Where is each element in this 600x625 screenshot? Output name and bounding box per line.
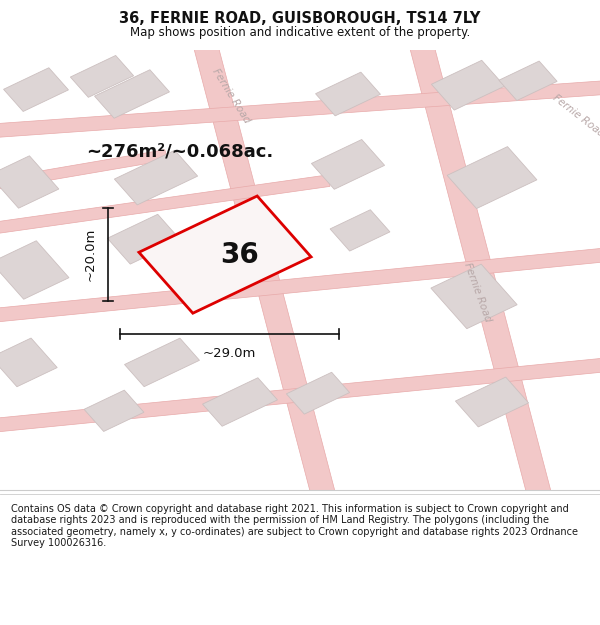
Polygon shape — [447, 147, 537, 209]
Polygon shape — [455, 377, 529, 427]
Polygon shape — [84, 390, 144, 431]
Text: Fernie Road: Fernie Road — [210, 67, 252, 125]
Text: ~276m²/~0.068ac.: ~276m²/~0.068ac. — [86, 142, 274, 160]
Text: 36: 36 — [221, 241, 259, 269]
Text: ~20.0m: ~20.0m — [83, 228, 97, 281]
Polygon shape — [286, 372, 350, 414]
Text: Fernie Road: Fernie Road — [551, 93, 600, 139]
Text: Map shows position and indicative extent of the property.: Map shows position and indicative extent… — [130, 26, 470, 39]
Polygon shape — [0, 338, 57, 387]
Polygon shape — [203, 378, 277, 426]
Polygon shape — [95, 70, 169, 118]
Polygon shape — [4, 68, 68, 111]
Polygon shape — [330, 210, 390, 251]
Polygon shape — [0, 357, 600, 432]
Polygon shape — [431, 60, 505, 110]
Polygon shape — [0, 81, 600, 138]
Polygon shape — [408, 38, 552, 499]
Polygon shape — [115, 150, 197, 205]
Text: Contains OS data © Crown copyright and database right 2021. This information is : Contains OS data © Crown copyright and d… — [11, 504, 578, 548]
Polygon shape — [311, 139, 385, 189]
Polygon shape — [431, 264, 517, 329]
Polygon shape — [0, 175, 330, 235]
Polygon shape — [139, 196, 311, 313]
Polygon shape — [316, 72, 380, 116]
Text: Fernie Road: Fernie Road — [461, 261, 493, 323]
Text: ~29.0m: ~29.0m — [203, 347, 256, 360]
Polygon shape — [0, 241, 69, 299]
Polygon shape — [0, 150, 168, 191]
Polygon shape — [0, 248, 600, 322]
Polygon shape — [107, 214, 181, 264]
Polygon shape — [192, 38, 336, 499]
Polygon shape — [70, 56, 134, 98]
Polygon shape — [499, 61, 557, 101]
Text: 36, FERNIE ROAD, GUISBOROUGH, TS14 7LY: 36, FERNIE ROAD, GUISBOROUGH, TS14 7LY — [119, 11, 481, 26]
Polygon shape — [0, 156, 59, 208]
Polygon shape — [125, 338, 199, 387]
